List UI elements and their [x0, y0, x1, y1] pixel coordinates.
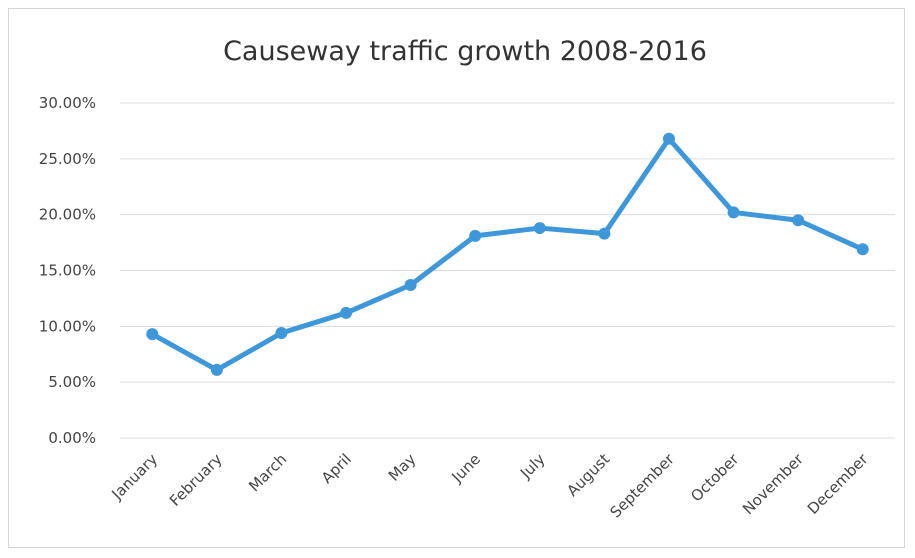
- data-point: [598, 227, 611, 240]
- x-tick-label: May: [385, 450, 420, 485]
- chart-frame: [8, 8, 905, 548]
- x-tick-label: December: [804, 450, 872, 518]
- data-markers: [146, 132, 869, 376]
- data-point: [469, 229, 482, 242]
- y-tick-label: 20.00%: [39, 206, 96, 224]
- y-tick-label: 25.00%: [39, 150, 96, 168]
- chart-title: Causeway traffic growth 2008-2016: [223, 36, 707, 67]
- x-tick-label: October: [687, 450, 743, 506]
- x-tick-label: January: [107, 450, 161, 504]
- data-point: [146, 328, 159, 341]
- x-tick-label: March: [245, 450, 290, 495]
- y-tick-label: 5.00%: [48, 373, 96, 391]
- x-axis-tick-labels: January February March April May June July Augu…: [107, 450, 872, 522]
- data-point: [662, 132, 675, 145]
- data-point: [404, 279, 417, 292]
- y-tick-label: 0.00%: [48, 429, 96, 447]
- data-point: [856, 243, 869, 256]
- data-point: [275, 327, 288, 340]
- data-point: [340, 306, 353, 319]
- data-point: [792, 214, 805, 227]
- data-point: [727, 206, 740, 219]
- x-tick-label: July: [516, 450, 549, 483]
- y-axis-tick-labels: 0.00% 5.00% 10.00% 15.00% 20.00% 25.00% 30.00%: [39, 94, 96, 447]
- x-tick-label: April: [318, 450, 355, 487]
- x-tick-label: November: [739, 450, 807, 518]
- data-point: [210, 363, 223, 376]
- y-tick-label: 30.00%: [39, 94, 96, 112]
- gridlines: [120, 102, 895, 439]
- y-tick-label: 10.00%: [39, 317, 96, 335]
- y-tick-label: 15.00%: [39, 262, 96, 280]
- x-tick-label: August: [563, 450, 613, 500]
- x-tick-label: June: [447, 450, 484, 487]
- x-tick-label: September: [606, 450, 678, 522]
- series-line-layer: [149, 136, 866, 373]
- data-point: [533, 222, 546, 235]
- x-tick-label: February: [166, 450, 226, 510]
- series-line: [149, 136, 866, 373]
